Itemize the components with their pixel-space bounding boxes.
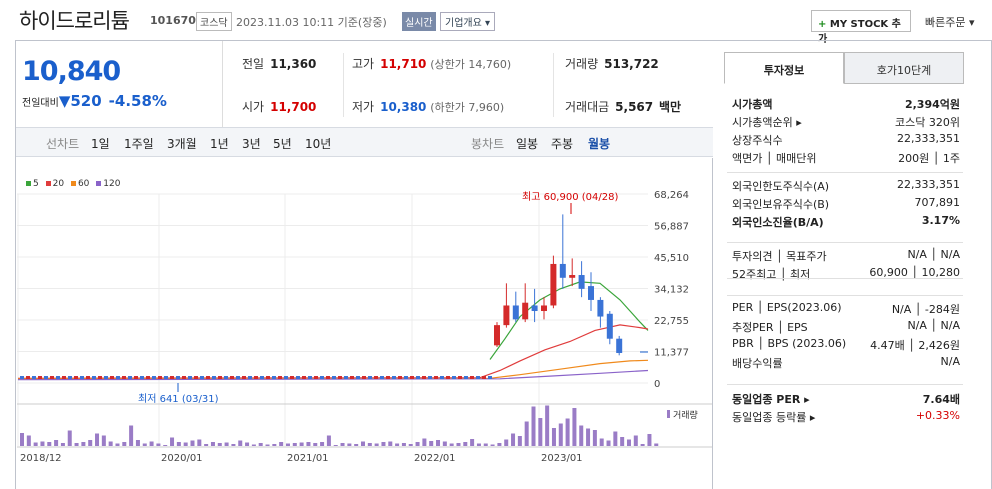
quick-order-dropdown[interactable]: 빠른주문 ▾	[925, 16, 975, 29]
ma-legend: 5 20 60 120	[22, 179, 120, 189]
info-value: 4.47배 │ 2,426원	[870, 339, 960, 352]
info-key: 배당수익률	[732, 357, 783, 370]
info-value: 707,891	[914, 196, 961, 209]
volume: 거래량 513,722	[565, 57, 659, 71]
chart-area	[16, 158, 713, 489]
info-value: 코스닥 320위	[895, 116, 960, 129]
current-price: 10,840	[22, 56, 121, 87]
info-value: N/A │ N/A	[907, 319, 960, 332]
info-row: 투자의견 │ 목표주가 N/A │ N/A	[732, 248, 960, 264]
info-row: PER │ EPS(2023.06) N/A │ -284원	[732, 301, 960, 317]
tab-period-10y[interactable]: 10년	[305, 137, 332, 151]
tab-candle-daily[interactable]: 일봉	[516, 137, 539, 151]
info-divider	[727, 242, 963, 243]
info-value: 22,333,351	[897, 132, 960, 145]
realtime-button[interactable]: 실시간	[402, 12, 436, 31]
open-price: 시가 11,700	[242, 100, 317, 114]
info-key: 외국인한도주식수(A)	[732, 180, 830, 193]
info-key: 외국인보유주식수(B)	[732, 198, 830, 211]
prev-close: 전일 11,360	[242, 57, 317, 71]
change-percent: -4.58%	[108, 92, 167, 110]
info-key: 추정PER │ EPS	[732, 321, 808, 334]
stock-name: 하이드로리튬	[19, 9, 130, 33]
tab-candle-monthly[interactable]: 월봉	[588, 137, 611, 151]
info-divider	[727, 278, 963, 279]
down-arrow-icon: ▼	[58, 92, 71, 110]
info-divider	[727, 295, 963, 296]
stock-code: 101670	[150, 14, 196, 27]
price-change: 전일대비▼520 -4.58%	[22, 92, 167, 110]
price-box	[15, 41, 223, 127]
info-row: PBR │ BPS (2023.06) 4.47배 │ 2,426원	[732, 337, 960, 353]
tab-orderbook[interactable]: 호가10단계	[844, 52, 964, 84]
info-key: 시가총액	[732, 98, 773, 111]
add-mystock-button[interactable]: + MY STOCK 추가	[811, 10, 911, 45]
info-row: 상장주식수 22,333,351	[732, 132, 960, 148]
tab-invest-info[interactable]: 투자정보	[724, 52, 844, 84]
info-key: 액면가 │ 매매단위	[732, 152, 817, 165]
tab-period-5y[interactable]: 5년	[273, 137, 292, 151]
info-value: 200원 │ 1주	[898, 152, 960, 165]
info-row: 시가총액순위 ▸ 코스닥 320위	[732, 114, 960, 130]
info-key: 52주최고 │ 최저	[732, 268, 811, 281]
ma60-swatch	[70, 181, 76, 186]
divider	[343, 53, 344, 117]
info-key: 시가총액순위 ▸	[732, 116, 802, 129]
info-value: N/A │ N/A	[907, 248, 960, 261]
info-row: 52주최고 │ 최저 60,900 │ 10,280	[732, 266, 960, 282]
info-row: 외국인소진율(B/A) 3.17%	[732, 214, 960, 230]
divider	[553, 53, 554, 117]
info-row: 시가총액 2,394억원	[732, 96, 960, 112]
high-price: 고가 11,710 (상한가 14,760)	[352, 57, 512, 71]
info-key: PER │ EPS(2023.06)	[732, 301, 842, 314]
tab-period-1y[interactable]: 1년	[210, 137, 229, 151]
quote-datetime: 2023.11.03 10:11 기준(장중)	[236, 16, 387, 29]
info-key: 상장주식수	[732, 134, 783, 147]
info-tabs: 투자정보 호가10단계	[724, 52, 965, 84]
candle-chart-label: 봉차트	[471, 137, 505, 151]
trade-amount: 거래대금 5,567 백만	[565, 100, 682, 114]
tab-period-3m[interactable]: 3개월	[167, 137, 197, 151]
ma20-swatch	[45, 181, 51, 186]
market-badge: 코스닥	[196, 12, 232, 31]
tab-candle-weekly[interactable]: 주봉	[551, 137, 574, 151]
info-key: 외국인소진율(B/A)	[732, 216, 824, 229]
info-row: 액면가 │ 매매단위 200원 │ 1주	[732, 150, 960, 166]
info-row: 외국인보유주식수(B) 707,891	[732, 196, 960, 212]
change-amount: 520	[70, 92, 102, 110]
corp-info-dropdown[interactable]: 기업개요 ▾	[440, 12, 495, 31]
info-value: N/A	[940, 355, 960, 368]
info-row: 추정PER │ EPS N/A │ N/A	[732, 319, 960, 335]
line-chart-label: 선차트	[46, 137, 80, 151]
info-value: 7.64배	[922, 393, 960, 406]
info-key: 동일업종 등락률 ▸	[732, 411, 816, 424]
info-value: 60,900 │ 10,280	[869, 266, 960, 279]
period-bar	[16, 127, 713, 157]
info-row: 외국인한도주식수(A) 22,333,351	[732, 178, 960, 194]
tab-period-1d[interactable]: 1일	[91, 137, 110, 151]
info-value: 22,333,351	[897, 178, 960, 191]
info-value: 2,394억원	[904, 98, 960, 111]
info-key: 동일업종 PER ▸	[732, 393, 810, 406]
info-divider	[727, 172, 963, 173]
add-mystock-label: MY STOCK 추가	[818, 19, 901, 45]
info-key: PBR │ BPS (2023.06)	[732, 337, 847, 350]
info-key: 투자의견 │ 목표주가	[732, 250, 827, 263]
ma5-swatch	[26, 181, 31, 186]
info-row: 동일업종 등락률 ▸ +0.33%	[732, 409, 960, 425]
info-row: 동일업종 PER ▸ 7.64배	[732, 391, 960, 407]
change-label: 전일대비	[22, 98, 59, 109]
tab-period-3y[interactable]: 3년	[242, 137, 261, 151]
info-value: 3.17%	[921, 214, 960, 227]
info-value: N/A │ -284원	[891, 303, 960, 316]
low-price: 저가 10,380 (하한가 7,960)	[352, 100, 505, 114]
plus-icon: +	[818, 19, 827, 30]
ma120-swatch	[96, 181, 102, 186]
info-value: +0.33%	[915, 409, 960, 422]
tab-period-1w[interactable]: 1주일	[124, 137, 154, 151]
stock-header: 하이드로리튬 101670 코스닥 2023.11.03 10:11 기준(장중…	[0, 0, 992, 45]
info-row: 배당수익률 N/A	[732, 355, 960, 371]
info-divider	[727, 384, 963, 385]
